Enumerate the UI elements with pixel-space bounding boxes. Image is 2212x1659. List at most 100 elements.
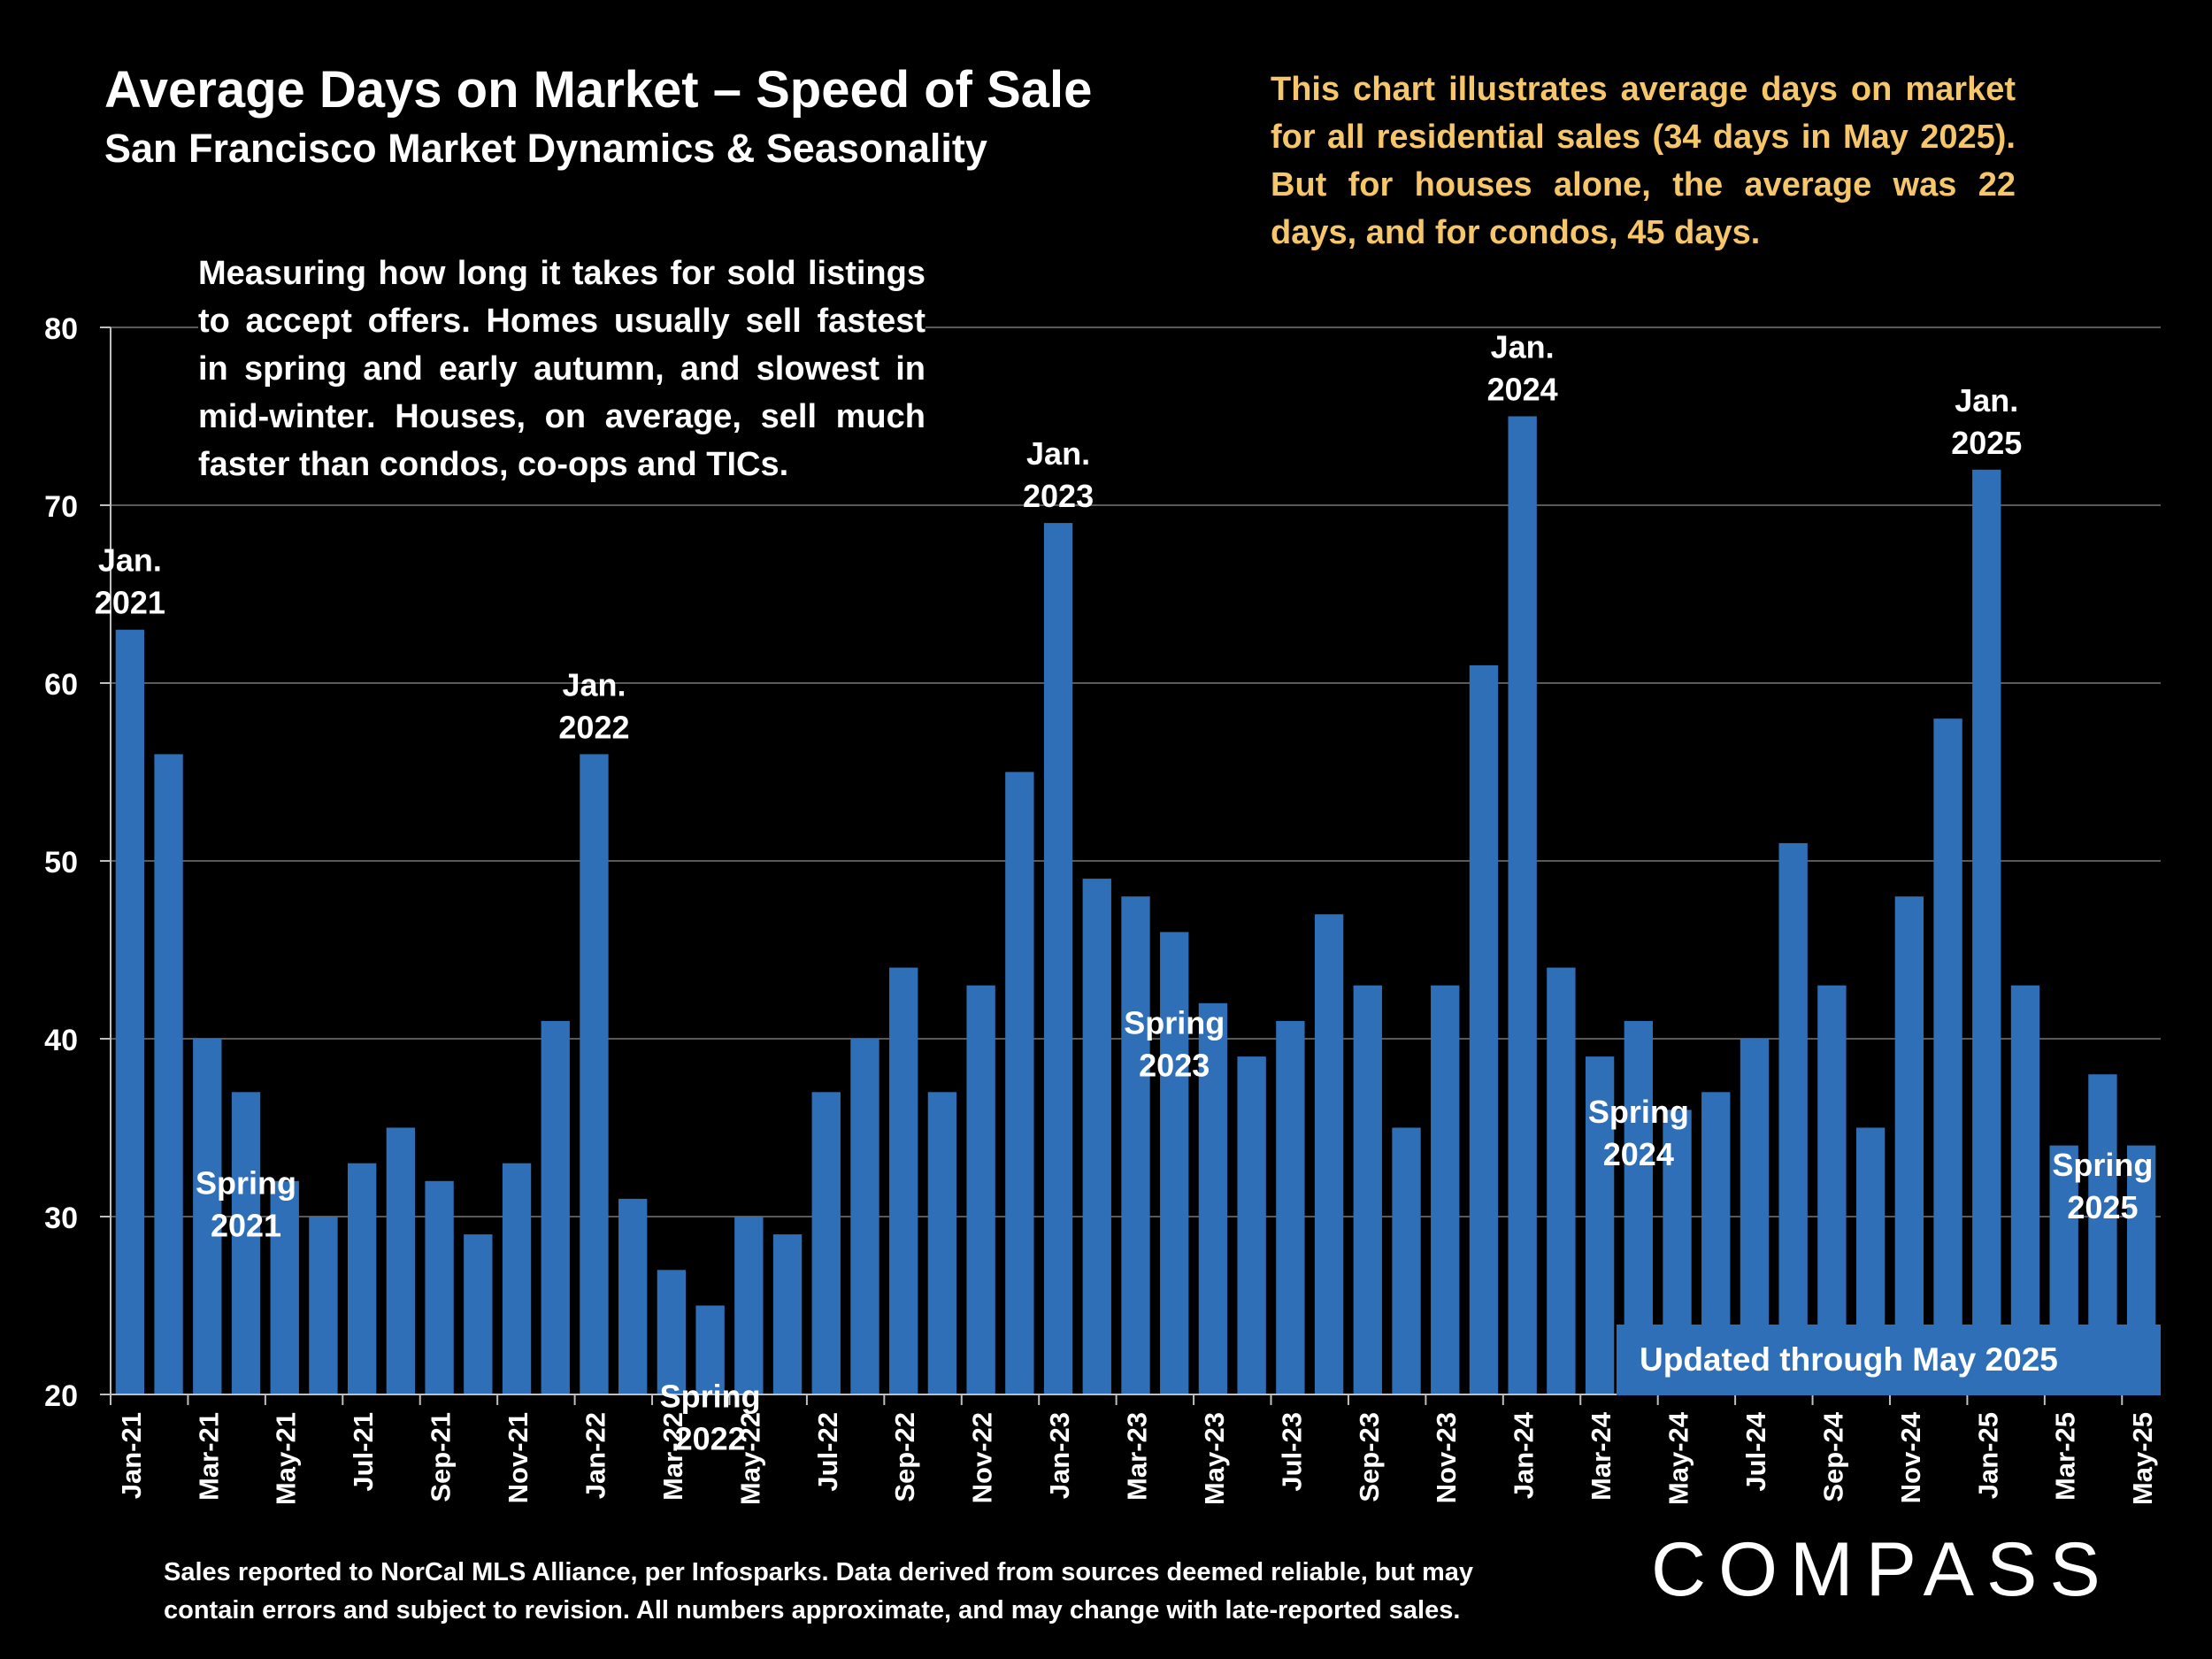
x-tick-label: Sep-21 [426, 1412, 457, 1502]
bar [1353, 985, 1382, 1394]
annotation-label: Jan. 2022 [558, 666, 629, 745]
bar [386, 1127, 416, 1394]
annotations: Jan. 2021 Jan. 2022 Jan. 2023 Jan. 2024 Jan. 2025… [95, 329, 2154, 1457]
compass-logo: COMPASS [1651, 1527, 2113, 1612]
bar [1933, 718, 1962, 1394]
annotation-line: Jan. [1955, 382, 2018, 419]
bar [1082, 879, 1111, 1394]
bar [1508, 416, 1537, 1394]
annotation-label: Spring 2024 [1588, 1094, 1689, 1172]
source-footnote: Sales reported to NorCal MLS Alliance, p… [164, 1558, 1473, 1624]
annotation-line: 2024 [1603, 1136, 1674, 1172]
x-tick-label: Nov-24 [1895, 1411, 1926, 1503]
annotation-line: 2025 [2067, 1189, 2138, 1225]
annotation-line: Jan. [562, 666, 626, 703]
bar [270, 1180, 299, 1394]
x-tick-label: Jul-22 [812, 1412, 843, 1492]
bar [1005, 772, 1034, 1394]
bar [1894, 896, 1924, 1394]
x-tick-label: Mar-21 [193, 1412, 224, 1501]
x-tick-label: Mar-25 [2050, 1412, 2081, 1501]
bar [966, 985, 995, 1394]
bar [618, 1198, 648, 1394]
x-tick-label: Sep-22 [889, 1412, 920, 1502]
x-tick-label: Mar-22 [657, 1412, 688, 1501]
bar [850, 1039, 879, 1394]
annotation-line: 2023 [1139, 1047, 1210, 1083]
annotation-label: Jan. 2023 [1023, 435, 1094, 514]
bar [1314, 914, 1344, 1394]
x-axis-ticks: Jan-21 Mar-21 May-21 Jul-21 Sep-21 Nov-21 Jan-… [110, 1394, 2158, 1505]
x-tick-label: May-22 [734, 1412, 765, 1505]
updated-badge: Updated through May 2025 [1617, 1325, 2161, 1395]
x-tick-label: Jul-24 [1740, 1411, 1771, 1491]
y-tick-label: 20 [44, 1379, 78, 1413]
x-tick-label: Nov-23 [1431, 1412, 1462, 1503]
y-tick-label: 60 [44, 668, 78, 702]
annotation-line: 2022 [558, 709, 629, 745]
bar [464, 1234, 493, 1394]
bar [193, 1039, 222, 1394]
annotation-line: Spring [2052, 1147, 2153, 1183]
chart-description: Measuring how long it takes for sold lis… [198, 250, 926, 488]
bar [1972, 469, 2001, 1394]
annotation-line: 2023 [1023, 478, 1094, 514]
bar [1198, 1002, 1228, 1394]
bar [1469, 664, 1499, 1394]
x-tick-label: May-24 [1663, 1411, 1694, 1505]
bar [1121, 896, 1150, 1394]
x-tick-label: Jan-23 [1044, 1412, 1075, 1499]
bar [154, 754, 183, 1394]
bar [115, 629, 145, 1394]
bar [1547, 967, 1576, 1394]
annotation-label: Spring 2023 [1124, 1004, 1225, 1083]
bar [1778, 842, 1808, 1394]
annotation-line: Jan. [1026, 435, 1090, 472]
annotation-line: Jan. [98, 542, 162, 579]
annotation-label: Spring 2021 [196, 1164, 296, 1243]
bar [425, 1180, 454, 1394]
bar [889, 967, 918, 1394]
x-tick-label: Jul-23 [1276, 1412, 1307, 1492]
x-tick-label: May-23 [1199, 1412, 1230, 1505]
bar [541, 1020, 570, 1394]
x-tick-label: Mar-24 [1586, 1411, 1617, 1501]
annotation-line: Spring [196, 1164, 296, 1201]
bar [772, 1234, 803, 1394]
bar [1237, 1056, 1266, 1394]
annotation-line: Spring [1124, 1004, 1225, 1041]
bar [502, 1163, 532, 1394]
bar [657, 1270, 687, 1394]
annotation-label: Jan. 2021 [95, 542, 165, 621]
page-subtitle: San Francisco Market Dynamics & Seasonal… [104, 126, 987, 171]
annotation-line: 2021 [211, 1207, 281, 1243]
annotation-line: Jan. [1491, 329, 1555, 365]
bar [580, 754, 609, 1394]
x-tick-label: Sep-24 [1817, 1411, 1848, 1502]
bar [1043, 523, 1073, 1394]
bars [115, 416, 2156, 1394]
annotation-line: 2025 [1951, 425, 2022, 461]
y-tick-label: 80 [44, 312, 78, 346]
bar [231, 1092, 261, 1394]
bar [695, 1305, 725, 1394]
bar [1431, 985, 1460, 1394]
bar [347, 1163, 377, 1394]
annotation-label: Spring 2025 [2052, 1147, 2153, 1225]
x-tick-label: May-21 [271, 1412, 302, 1505]
x-tick-label: May-25 [2127, 1412, 2158, 1505]
annotation-label: Spring 2022 [660, 1379, 761, 1457]
y-tick-label: 70 [44, 490, 78, 524]
annotation-label: Jan. 2024 [1487, 329, 1558, 408]
bar [1160, 932, 1189, 1394]
bar [309, 1217, 338, 1394]
x-tick-label: Nov-22 [967, 1412, 998, 1503]
bar [927, 1092, 957, 1394]
bar [1585, 1056, 1615, 1394]
x-tick-label: Jan-25 [1972, 1412, 2003, 1499]
annotation-line: 2021 [95, 585, 165, 621]
annotation-line: 2022 [675, 1421, 746, 1457]
y-tick-label: 50 [44, 846, 78, 879]
annotation-line: Spring [1588, 1094, 1689, 1130]
